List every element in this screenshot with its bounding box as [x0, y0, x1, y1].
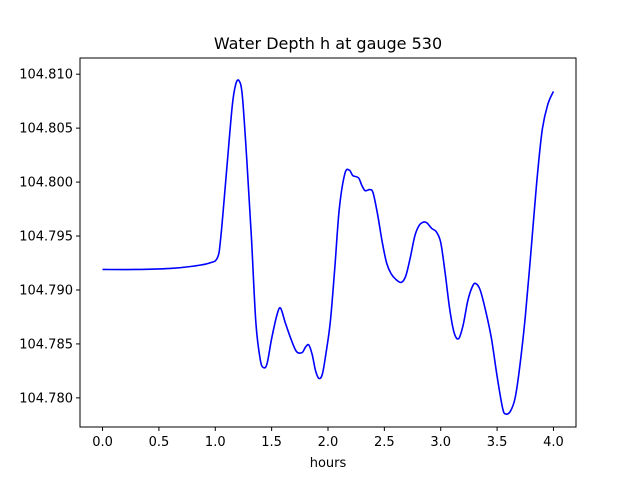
tick-layer: 0.0 0.5 1.0 1.5 2.0 2.5 3.0 3.5 4.0 104.780 104.78…	[19, 68, 564, 450]
x-tick-label: 1.5	[261, 435, 282, 450]
x-tick-label: 3.0	[430, 435, 451, 450]
x-tick-label: 0.5	[149, 435, 170, 450]
series-layer	[102, 79, 555, 415]
x-axis-label: hours	[310, 456, 347, 471]
x-tick-label: 2.5	[374, 435, 395, 450]
y-tick-label: 104.785	[19, 337, 73, 352]
x-tick-label: 1.0	[205, 435, 226, 450]
x-tick-label: 3.5	[487, 435, 508, 450]
y-tick-label: 104.800	[19, 176, 73, 191]
y-tick-label: 104.810	[19, 68, 73, 83]
x-tick-label: 0.0	[92, 435, 113, 450]
y-tick-label: 104.795	[19, 230, 73, 245]
y-tick-label: 104.780	[19, 391, 73, 406]
y-tick-label: 104.790	[19, 283, 73, 298]
chart-title: Water Depth h at gauge 530	[214, 34, 442, 53]
x-tick-label: 4.0	[543, 435, 564, 450]
x-tick-label: 2.0	[318, 435, 339, 450]
plot-frame	[79, 57, 577, 428]
series-line-0	[102, 79, 555, 415]
y-tick-label: 104.805	[19, 122, 73, 137]
